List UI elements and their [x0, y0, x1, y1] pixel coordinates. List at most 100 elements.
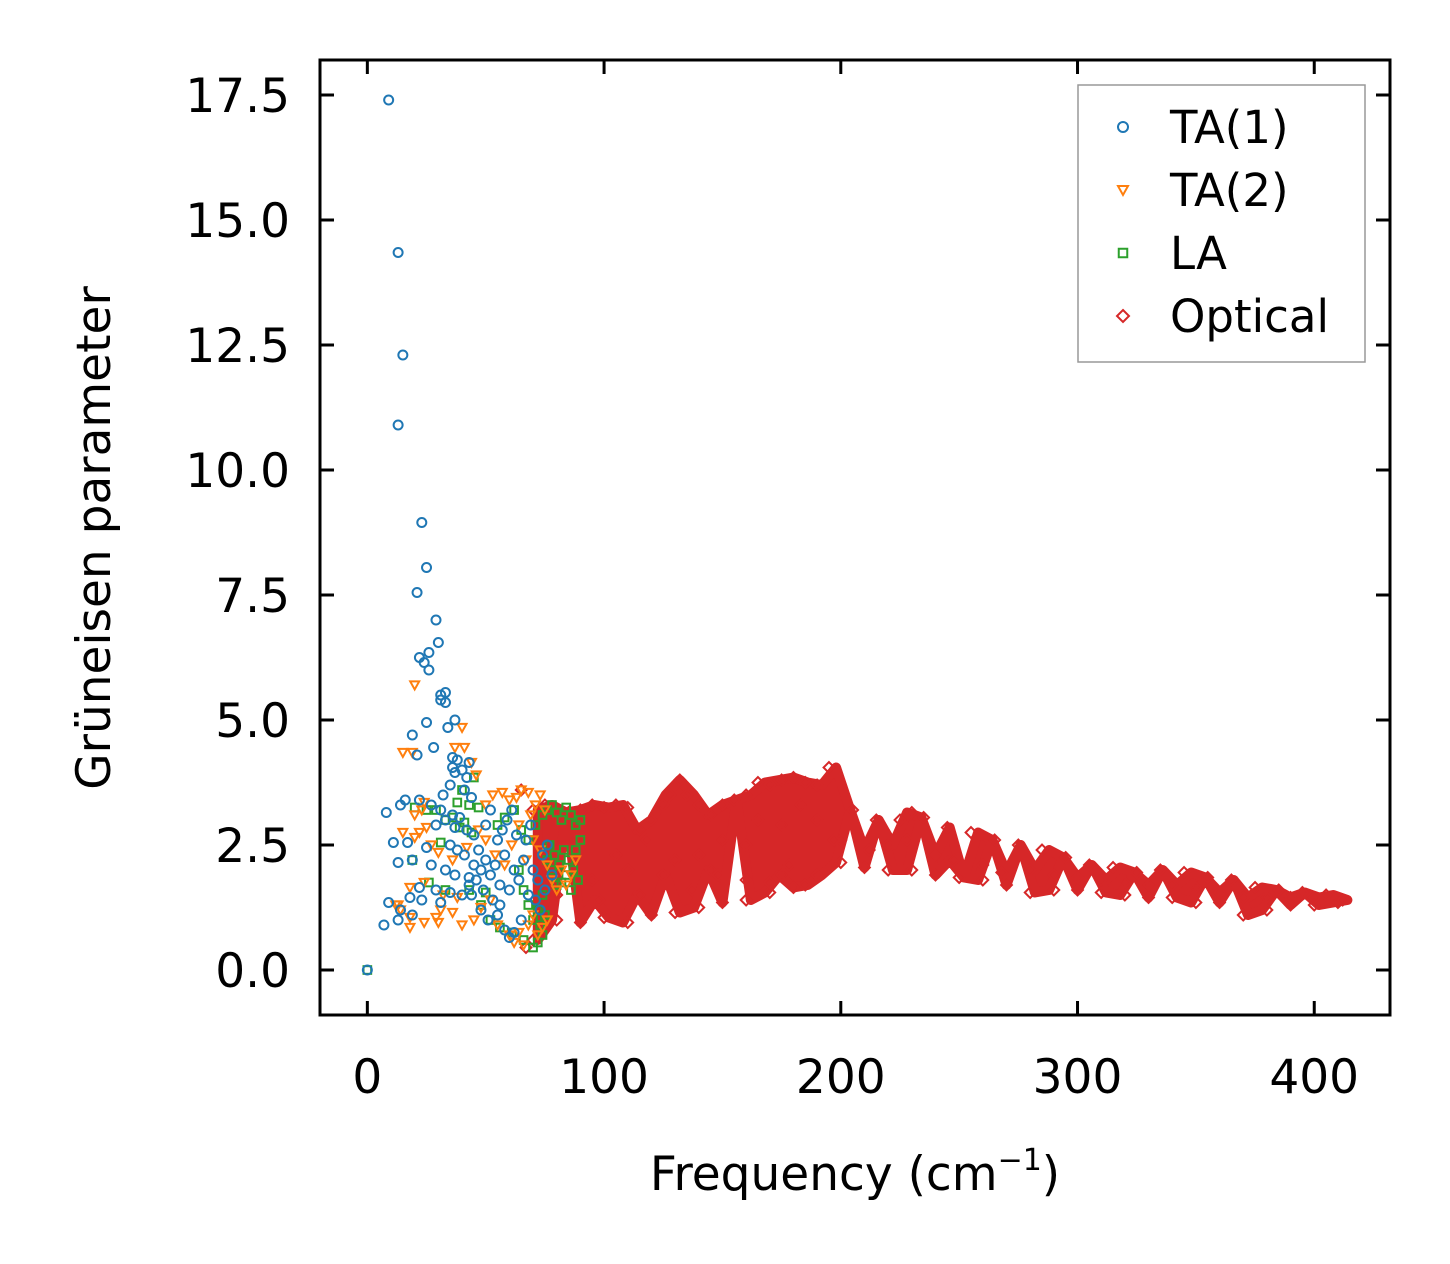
y-tick-label: 12.5 — [185, 319, 290, 374]
data-point — [416, 517, 428, 528]
data-point — [517, 940, 530, 952]
data-point — [484, 869, 496, 881]
data-point — [964, 825, 978, 840]
data-point — [387, 837, 399, 848]
data-point — [597, 800, 611, 815]
y-tick-label: 17.5 — [185, 69, 290, 124]
data-point — [416, 894, 428, 906]
data-point — [413, 882, 425, 893]
data-point — [1200, 870, 1215, 885]
data-point — [383, 897, 395, 908]
x-tick-label: 200 — [796, 1050, 886, 1105]
data-point — [515, 914, 527, 926]
legend-marker — [1117, 121, 1129, 133]
legend-marker — [1115, 308, 1131, 324]
data-point — [489, 859, 501, 871]
data-point — [774, 868, 789, 882]
data-point — [403, 922, 417, 935]
data-point — [1106, 860, 1120, 875]
data-point — [439, 864, 451, 876]
data-point — [715, 798, 730, 812]
data-point — [425, 859, 437, 871]
series-ta-1- — [361, 94, 558, 976]
data-point — [394, 904, 406, 916]
data-point — [466, 889, 478, 901]
data-point — [537, 849, 549, 861]
data-point — [739, 873, 753, 887]
data-point — [822, 760, 836, 775]
data-point — [501, 814, 513, 826]
data-point — [556, 815, 567, 825]
y-tick-label: 15.0 — [185, 194, 290, 249]
data-point — [668, 905, 682, 920]
data-point — [1319, 888, 1333, 902]
data-point — [551, 880, 562, 890]
data-point — [663, 788, 678, 802]
data-point — [449, 714, 461, 726]
data-point — [392, 914, 404, 926]
data-point — [463, 872, 475, 883]
data-point — [1094, 873, 1109, 887]
data-point — [793, 798, 808, 812]
data-point — [798, 878, 813, 892]
y-tick-label: 5.0 — [215, 694, 290, 749]
data-point — [448, 742, 462, 755]
series-ta-2- — [389, 680, 582, 952]
data-point — [494, 879, 506, 891]
data-point — [529, 800, 542, 812]
data-points — [361, 94, 1350, 976]
data-point — [444, 839, 456, 851]
data-point — [715, 833, 730, 847]
x-axis-title-superscript: −1 — [998, 1143, 1042, 1178]
data-point — [452, 797, 463, 808]
data-point — [432, 847, 445, 860]
y-tick-label: 2.5 — [215, 819, 290, 874]
data-point — [1271, 883, 1286, 897]
data-point — [1307, 890, 1322, 905]
data-point — [458, 784, 470, 796]
data-point — [449, 767, 461, 778]
data-point — [394, 799, 406, 811]
data-point — [786, 880, 801, 895]
legend: TA(1) TA(2) LA Optical — [1077, 84, 1366, 363]
data-point — [397, 349, 409, 361]
data-point — [527, 864, 539, 876]
data-point — [774, 773, 789, 787]
data-point — [566, 885, 576, 895]
data-point — [1141, 878, 1156, 892]
data-point — [680, 788, 694, 802]
data-point — [656, 798, 671, 812]
data-point — [845, 803, 860, 817]
data-point — [475, 864, 487, 876]
data-point — [541, 839, 553, 851]
data-point — [569, 855, 582, 867]
data-point — [1047, 883, 1061, 897]
data-point — [447, 809, 459, 821]
data-point — [421, 842, 433, 853]
data-point — [1260, 890, 1274, 905]
data-point — [575, 835, 586, 845]
data-point — [1094, 885, 1109, 900]
data-point — [518, 854, 530, 866]
data-point — [512, 820, 526, 832]
data-point — [1011, 838, 1026, 852]
data-point — [402, 837, 414, 848]
data-point — [798, 775, 813, 790]
data-point — [408, 832, 421, 845]
data-point — [555, 865, 568, 877]
data-point — [406, 909, 418, 921]
data-point — [585, 873, 600, 887]
data-point — [881, 863, 895, 877]
data-point — [406, 747, 419, 760]
data-point — [632, 888, 647, 902]
data-point — [1295, 885, 1310, 900]
data-point — [1165, 890, 1180, 905]
data-point — [467, 915, 481, 927]
data-point — [446, 855, 459, 867]
data-point — [458, 742, 471, 755]
data-point — [1331, 895, 1345, 910]
data-point — [810, 778, 824, 792]
data-point — [468, 829, 480, 841]
data-point — [425, 840, 438, 852]
